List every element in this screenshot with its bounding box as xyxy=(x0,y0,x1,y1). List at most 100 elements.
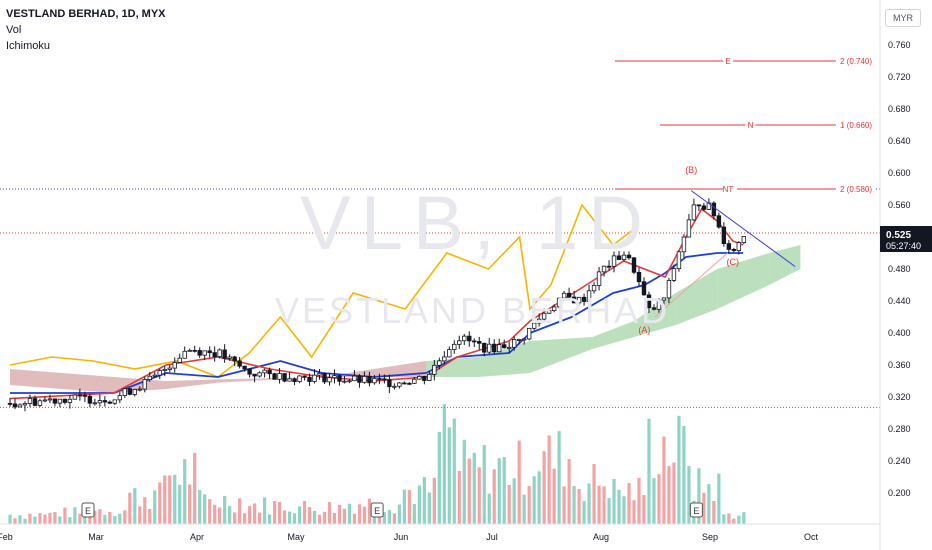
time-tick-label: Aug xyxy=(593,532,609,542)
candle-body xyxy=(287,378,292,382)
candle-body xyxy=(22,403,28,406)
volume-bar xyxy=(113,516,117,524)
candle-body xyxy=(27,398,33,404)
legend-ichimoku[interactable]: Ichimoku xyxy=(6,40,51,52)
cloud-segment xyxy=(322,361,426,377)
volume-bar xyxy=(737,515,741,524)
volume-bar xyxy=(23,518,27,524)
volume-bar xyxy=(542,451,546,524)
cloud-segment xyxy=(10,369,114,393)
earnings-marker-label: E xyxy=(374,506,380,516)
chart-title[interactable]: VESTLAND BERHAD, 1D, MYX xyxy=(6,8,166,20)
candle-body xyxy=(611,255,617,267)
candle-body xyxy=(566,292,572,298)
candle-body xyxy=(327,377,332,383)
fib-value-bg xyxy=(836,183,876,195)
volume-bar xyxy=(612,479,616,524)
candle-body xyxy=(247,368,252,375)
volume-bar xyxy=(292,513,297,524)
wave-labels: (A) (B) (C) xyxy=(638,165,796,335)
candle-body xyxy=(217,349,222,357)
candle-body xyxy=(12,403,18,408)
volume-bar xyxy=(572,485,576,524)
candle-body xyxy=(57,398,63,404)
volume-bar xyxy=(307,507,312,524)
volume-bar xyxy=(302,501,307,524)
fib-label-bg xyxy=(723,55,733,67)
candle-body xyxy=(92,402,98,405)
candle-body xyxy=(487,343,492,353)
time-tick-label: Sep xyxy=(702,532,718,542)
volume-bar xyxy=(732,518,736,524)
candle-body xyxy=(482,342,487,353)
candle-body xyxy=(616,255,622,260)
volume-bar xyxy=(667,466,671,524)
candle-body xyxy=(7,402,13,405)
volume-bar xyxy=(28,513,32,524)
time-tick-label: May xyxy=(287,532,305,542)
candle-body xyxy=(252,373,257,377)
volume-bar xyxy=(153,490,157,524)
candle-body xyxy=(207,350,212,354)
volume-bar xyxy=(712,500,716,524)
candle-body xyxy=(387,379,392,388)
candle-body xyxy=(661,297,667,301)
volume-bar xyxy=(337,504,342,524)
volume-bar xyxy=(707,484,711,524)
volume-bar xyxy=(108,512,112,524)
candle-body xyxy=(332,375,337,379)
volume-bar xyxy=(602,486,606,524)
candle-body xyxy=(112,399,118,404)
volume-bar xyxy=(68,517,72,524)
volume-bar xyxy=(143,497,147,524)
cloud-segment xyxy=(218,377,322,383)
volume-bar xyxy=(357,504,362,524)
candle-body xyxy=(182,350,187,359)
candle-body xyxy=(292,378,297,382)
volume-bar xyxy=(717,473,721,524)
volume-bar xyxy=(677,415,681,524)
candle-body xyxy=(302,375,307,378)
candle-body xyxy=(367,375,372,384)
candle-body xyxy=(741,236,747,244)
candle-body xyxy=(437,360,442,366)
candle-body xyxy=(686,219,692,238)
volume-bar xyxy=(282,510,287,524)
candle-body xyxy=(347,380,352,383)
volume-bar xyxy=(452,418,456,524)
legend-vol[interactable]: Vol xyxy=(6,24,22,36)
candle-body xyxy=(666,280,672,299)
fib-level-label: N xyxy=(748,121,754,130)
volume-bar xyxy=(682,425,686,524)
candle-body xyxy=(651,307,657,310)
volume-bar xyxy=(317,514,322,524)
candle-body xyxy=(432,364,437,375)
volume-bar xyxy=(482,445,486,524)
volume-bar xyxy=(58,516,62,524)
candle-body xyxy=(272,373,277,380)
candle-body xyxy=(72,394,78,400)
currency-button[interactable]: MYR xyxy=(885,9,921,27)
time-tick-label: Oct xyxy=(804,532,819,542)
price-axis[interactable]: 0.760 0.720 0.680 0.640 0.600 0.560 0.480 0.440… xyxy=(888,40,911,498)
volume-bar xyxy=(218,507,222,524)
candle-body xyxy=(397,382,402,387)
volume-bar xyxy=(73,507,77,524)
candle-body xyxy=(322,372,327,383)
price-tick-label: 0.760 xyxy=(888,40,911,50)
candle-body xyxy=(492,343,497,353)
candle-body xyxy=(576,296,582,304)
time-axis[interactable]: Feb Mar Apr May Jun Jul Aug Sep Oct xyxy=(0,532,818,542)
volume-bar xyxy=(637,477,641,524)
last-price-label: 0.525 05:27:40 xyxy=(880,226,932,252)
price-tick-label: 0.360 xyxy=(888,360,911,370)
candle-body xyxy=(67,398,73,403)
volume-bar xyxy=(43,514,47,524)
candle-body xyxy=(452,343,457,350)
volume-bar xyxy=(173,474,177,524)
lagging-span-line xyxy=(9,203,635,378)
volume-bar xyxy=(402,489,406,524)
wave-label: (B) xyxy=(685,165,697,175)
candle-body xyxy=(177,357,182,363)
